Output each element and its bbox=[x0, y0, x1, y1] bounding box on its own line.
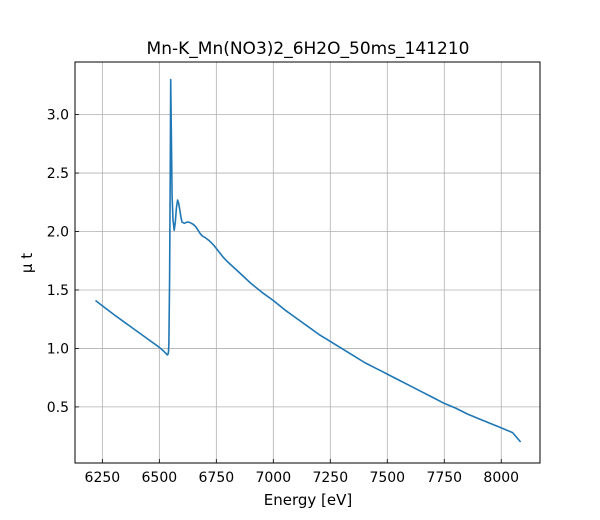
x-tick-label: 6500 bbox=[142, 470, 178, 486]
y-tick-label: 1.5 bbox=[47, 283, 69, 299]
x-tick-label: 7000 bbox=[255, 470, 291, 486]
x-tick-label: 8000 bbox=[483, 470, 519, 486]
series-line bbox=[95, 78, 522, 443]
y-ticks: 0.5 1.0 1.5 2.0 2.5 3.0 bbox=[47, 108, 79, 416]
x-tick-label: 7500 bbox=[369, 470, 405, 486]
y-tick-label: 0.5 bbox=[47, 400, 69, 416]
x-tick-label: 6750 bbox=[199, 470, 235, 486]
x-tick-label: 7750 bbox=[426, 470, 462, 486]
chart-title: Mn-K_Mn(NO3)2_6H2O_50ms_141210 bbox=[147, 39, 470, 59]
plot-frame bbox=[74, 61, 541, 464]
y-tick-label: 1.0 bbox=[47, 341, 69, 357]
y-tick-label: 2.5 bbox=[47, 166, 69, 182]
x-axis-label: Energy [eV] bbox=[264, 491, 352, 509]
y-tick-label: 3.0 bbox=[47, 108, 69, 124]
series-layer bbox=[95, 78, 522, 443]
x-tick-label: 7250 bbox=[312, 470, 348, 486]
x-ticks: 6250 6500 6750 7000 7250 7500 7750 8000 bbox=[85, 459, 519, 486]
y-axis-label: μ t bbox=[18, 253, 36, 273]
grid-lines bbox=[75, 62, 540, 463]
x-tick-label: 6250 bbox=[85, 470, 121, 486]
y-tick-label: 2.0 bbox=[47, 225, 69, 241]
